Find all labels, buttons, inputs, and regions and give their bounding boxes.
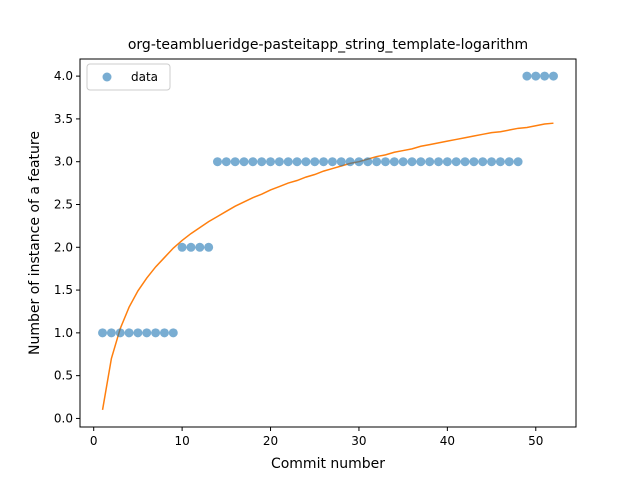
data-point [478, 157, 488, 167]
data-point [548, 71, 558, 81]
legend-label: data [131, 70, 158, 84]
y-tick-label: 1.0 [54, 326, 73, 340]
data-point [168, 328, 178, 338]
legend-box [86, 63, 171, 91]
axes-frame [79, 58, 577, 428]
data-point [319, 157, 329, 167]
data-point [425, 157, 435, 167]
data-point [133, 328, 143, 338]
data-point [522, 71, 532, 81]
data-point [159, 328, 169, 338]
data-point [363, 157, 373, 167]
y-tick-label: 0.0 [54, 411, 73, 425]
x-tick-label: 10 [174, 434, 189, 448]
plot-area [80, 59, 576, 427]
data-point [283, 157, 293, 167]
y-tick-label: 2.0 [54, 240, 73, 254]
x-tick-label: 50 [528, 434, 543, 448]
data-point [354, 157, 364, 167]
data-point [266, 157, 276, 167]
data-point [186, 242, 196, 252]
data-point [327, 157, 337, 167]
data-point [513, 157, 523, 167]
x-tick-label: 0 [90, 434, 98, 448]
data-point [195, 242, 205, 252]
chart-title: org-teamblueridge-pasteitapp_string_temp… [128, 37, 528, 53]
data-point [460, 157, 470, 167]
data-point [495, 157, 505, 167]
data-point [372, 157, 382, 167]
data-point [124, 328, 134, 338]
data-point [407, 157, 417, 167]
data-point [204, 242, 214, 252]
x-tick-label: 20 [263, 434, 278, 448]
data-point [310, 157, 320, 167]
x-tick-label: 30 [351, 434, 366, 448]
data-point [504, 157, 514, 167]
data-point [531, 71, 541, 81]
y-axis-ticks: 0.0 0.5 1.0 1.5 2.0 2.5 3.0 3.5 4.0 [54, 69, 80, 425]
data-point [248, 157, 258, 167]
data-point [98, 328, 108, 338]
data-point [177, 242, 187, 252]
y-axis-label: Number of instance of a feature [27, 131, 43, 355]
data-point [301, 157, 311, 167]
legend: data [86, 63, 171, 91]
data-point [398, 157, 408, 167]
data-point [389, 157, 399, 167]
x-axis-ticks: 0 10 20 30 40 50 [90, 427, 543, 448]
data-point [416, 157, 426, 167]
legend-marker [102, 72, 112, 82]
data-point [434, 157, 444, 167]
data-point [451, 157, 461, 167]
data-point [487, 157, 497, 167]
y-tick-label: 3.5 [54, 112, 73, 126]
data-point [274, 157, 284, 167]
data-point [115, 328, 125, 338]
data-point [221, 157, 231, 167]
data-point [380, 157, 390, 167]
data-point [540, 71, 550, 81]
data-point [469, 157, 479, 167]
x-axis-label: Commit number [271, 456, 385, 472]
data-point [345, 157, 355, 167]
data-point [442, 157, 452, 167]
series-layer [98, 71, 558, 411]
y-tick-label: 0.5 [54, 369, 73, 383]
data-point [142, 328, 152, 338]
y-tick-label: 3.0 [54, 155, 73, 169]
x-tick-label: 40 [440, 434, 455, 448]
data-point [292, 157, 302, 167]
data-point [106, 328, 116, 338]
y-tick-label: 4.0 [54, 69, 73, 83]
y-tick-label: 2.5 [54, 197, 73, 211]
fit-line [101, 122, 554, 411]
data-point [212, 157, 222, 167]
y-tick-label: 1.5 [54, 283, 73, 297]
data-point [239, 157, 249, 167]
data-point [230, 157, 240, 167]
data-point [336, 157, 346, 167]
data-point [151, 328, 161, 338]
data-point [257, 157, 267, 167]
